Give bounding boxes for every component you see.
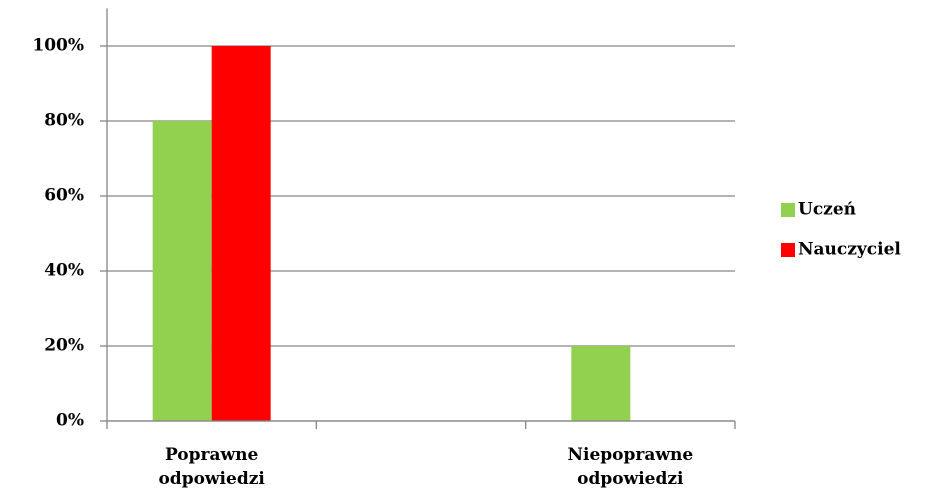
x-tick-label: Poprawne odpowiedzi <box>158 445 265 489</box>
bar <box>152 121 212 421</box>
legend-swatch <box>781 243 795 257</box>
y-tick-label: 80% <box>44 111 84 131</box>
y-tick-label: 20% <box>44 336 84 356</box>
y-tick-label: 40% <box>44 261 84 281</box>
legend-label: Nauczyciel <box>798 240 901 260</box>
y-tick-label: 100% <box>32 36 84 56</box>
bar <box>211 46 271 421</box>
legend-label: Uczeń <box>798 200 856 220</box>
legend-swatch <box>781 203 795 217</box>
y-tick-label: 0% <box>56 411 84 431</box>
y-tick-label: 60% <box>44 186 84 206</box>
x-tick-label: Niepoprawne odpowiedzi <box>567 445 694 489</box>
bar <box>571 346 631 421</box>
